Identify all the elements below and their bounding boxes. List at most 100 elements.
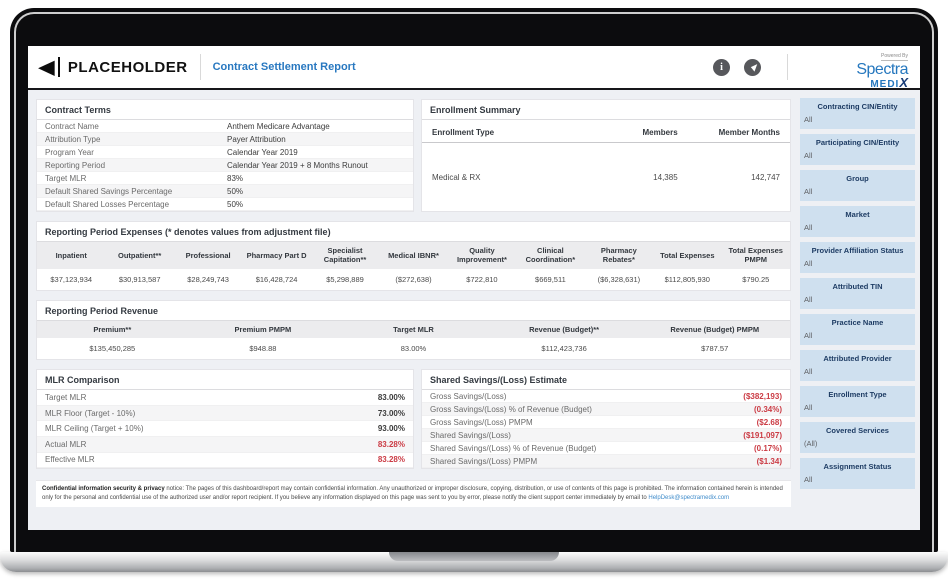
contract-terms-card: Contract Terms Contract Name Anthem Medic… <box>36 99 414 212</box>
table-row: MLR Floor (Target - 10%) 73.00% <box>37 405 413 422</box>
table-row: Reporting Period Calendar Year 2019 + 8 M… <box>37 159 413 172</box>
info-icon[interactable]: i <box>713 58 730 76</box>
table-row: Shared Savings/(Loss) % of Revenue (Budg… <box>422 442 790 456</box>
table-row: Target MLR 83.00% <box>37 390 413 406</box>
laptop-frame: ◀ PLACEHOLDER Contract Settlement Report… <box>10 8 938 552</box>
value-cell: 83.00% <box>400 344 427 354</box>
column-header: Enrollment Type <box>432 128 495 137</box>
reset-filters-icon[interactable] <box>744 58 761 76</box>
reporting-period-expenses-card: Reporting Period Expenses (* denotes val… <box>36 221 791 291</box>
filter-label: Practice Name <box>831 318 884 327</box>
filter-provider-affiliation-status[interactable]: Provider Affiliation Status All <box>800 242 915 273</box>
row-value-negative: ($1.34) <box>756 456 782 466</box>
filter-assignment-status[interactable]: Assignment Status All <box>800 458 915 489</box>
members-cell: 14,385 <box>653 172 678 182</box>
filter-value: (All) <box>804 439 818 448</box>
filter-label: Contracting CIN/Entity <box>817 102 898 111</box>
expenses-value-row: $37,123,934 $30,913,587 $28,249,743 $16,… <box>37 269 790 290</box>
expenses-header-row: Inpatient Outpatient** Professional Phar… <box>37 242 790 269</box>
enrollment-type-cell: Medical & RX <box>432 172 481 182</box>
header-divider <box>787 54 788 80</box>
row-label: Reporting Period <box>45 160 106 170</box>
row-value-negative: (0.17%) <box>753 443 782 453</box>
brand-x-text: X <box>899 74 908 90</box>
row-label: Program Year <box>45 147 94 157</box>
enrollment-header-row: Enrollment Type Members Member Months <box>422 123 790 143</box>
filter-value: All <box>804 367 813 376</box>
revenue-header-row: Premium** Premium PMPM Target MLR Revenu… <box>37 320 790 339</box>
row-value: Calendar Year 2019 <box>227 147 298 157</box>
row-label: Default Shared Losses Percentage <box>45 199 170 209</box>
filter-market[interactable]: Market All <box>800 206 915 237</box>
table-row: Attribution Type Payer Attribution <box>37 133 413 146</box>
filter-value: All <box>804 223 813 232</box>
filter-value: All <box>804 475 813 484</box>
row-label: Gross Savings/(Loss) % of Revenue (Budge… <box>430 404 592 414</box>
filter-attributed-provider[interactable]: Attributed Provider All <box>800 350 915 381</box>
column-header: Member Months <box>718 128 780 137</box>
table-row: Medical & RX 14,385 142,747 <box>422 168 790 187</box>
filter-contracting-cin-entity[interactable]: Contracting CIN/Entity All <box>800 98 915 129</box>
filter-label: Group <box>846 174 869 183</box>
column-header: Clinical Coordination* <box>525 246 576 265</box>
row-value-negative: 83.28% <box>377 439 405 449</box>
table-row: Actual MLR 83.28% <box>37 436 413 453</box>
cursor-icon <box>749 62 757 72</box>
value-cell: $28,249,743 <box>187 274 229 284</box>
filter-label: Provider Affiliation Status <box>811 246 904 255</box>
column-header: Inpatient <box>55 250 87 260</box>
section-title: Shared Savings/(Loss) Estimate <box>422 370 790 391</box>
filter-attributed-tin[interactable]: Attributed TIN All <box>800 278 915 309</box>
filter-label: Attributed Provider <box>823 354 892 363</box>
spectramedix-logo: Powered By Spectra MEDIX <box>804 46 908 90</box>
filter-enrollment-type[interactable]: Enrollment Type All <box>800 386 915 417</box>
section-title: Reporting Period Expenses (* denotes val… <box>37 222 790 242</box>
row-label: MLR Floor (Target - 10%) <box>45 408 136 418</box>
header-divider <box>199 54 201 80</box>
notice-body: notice: The pages of this dashboard/repo… <box>42 486 783 502</box>
table-row: Gross Savings/(Loss) % of Revenue (Budge… <box>422 403 790 417</box>
value-cell: $37,123,934 <box>50 274 93 284</box>
filter-covered-services[interactable]: Covered Services (All) <box>800 422 915 453</box>
row-value: Payer Attribution <box>227 134 286 144</box>
value-cell: $5,298,889 <box>326 274 364 284</box>
filter-value: All <box>804 187 813 196</box>
shared-savings-card: Shared Savings/(Loss) Estimate Gross Sav… <box>421 369 791 470</box>
value-cell: $112,423,736 <box>541 344 587 354</box>
filter-group[interactable]: Group All <box>800 170 915 201</box>
filter-label: Assignment Status <box>823 462 892 471</box>
column-header: Target MLR <box>393 324 434 334</box>
filter-participating-cin-entity[interactable]: Participating CIN/Entity All <box>800 134 915 165</box>
helpdesk-email-link[interactable]: HelpDesk@spectramedix.com <box>648 495 730 502</box>
revenue-value-row: $135,450,285 $948.88 83.00% $112,423,736… <box>37 338 790 359</box>
table-row: Gross Savings/(Loss) ($382,193) <box>422 390 790 404</box>
column-header: Pharmacy Part D <box>246 250 307 260</box>
placeholder-logo: ◀ PLACEHOLDER <box>38 56 188 78</box>
value-cell: $16,428,724 <box>255 274 298 284</box>
row-value-negative: 83.28% <box>377 455 405 465</box>
page-title: Contract Settlement Report <box>212 61 356 73</box>
table-row: Default Shared Savings Percentage 50% <box>37 185 413 198</box>
reporting-period-revenue-card: Reporting Period Revenue Premium** Premi… <box>36 299 791 361</box>
dashboard-body: Contract Terms Contract Name Anthem Medic… <box>28 90 920 530</box>
filter-practice-name[interactable]: Practice Name All <box>800 314 915 345</box>
logo-text: PLACEHOLDER <box>67 58 188 76</box>
section-title: Enrollment Summary <box>422 100 790 120</box>
logo-triangle-icon: ◀ <box>38 55 55 79</box>
row-label: MLR Ceiling (Target + 10%) <box>45 424 144 434</box>
table-row: Target MLR 83% <box>37 172 413 185</box>
value-cell: $722,810 <box>466 274 498 284</box>
section-title: Reporting Period Revenue <box>37 301 790 321</box>
table-row: MLR Ceiling (Target + 10%) 93.00% <box>37 421 413 437</box>
value-cell: $669,511 <box>535 274 566 284</box>
brand-spectra: Spectra <box>856 60 908 78</box>
row-label: Shared Savings/(Loss) % of Revenue (Budg… <box>430 443 597 453</box>
section-title: Contract Terms <box>37 100 413 120</box>
brand-medix: MEDIX <box>804 76 908 90</box>
row-label: Target MLR <box>45 392 87 402</box>
filter-value: All <box>804 151 813 160</box>
mlr-comparison-card: MLR Comparison Target MLR 83.00% MLR Floo… <box>36 369 414 470</box>
row-label: Shared Savings/(Loss) <box>430 430 511 440</box>
table-row: Program Year Calendar Year 2019 <box>37 146 413 159</box>
column-header: Revenue (Budget) PMPM <box>670 324 760 334</box>
